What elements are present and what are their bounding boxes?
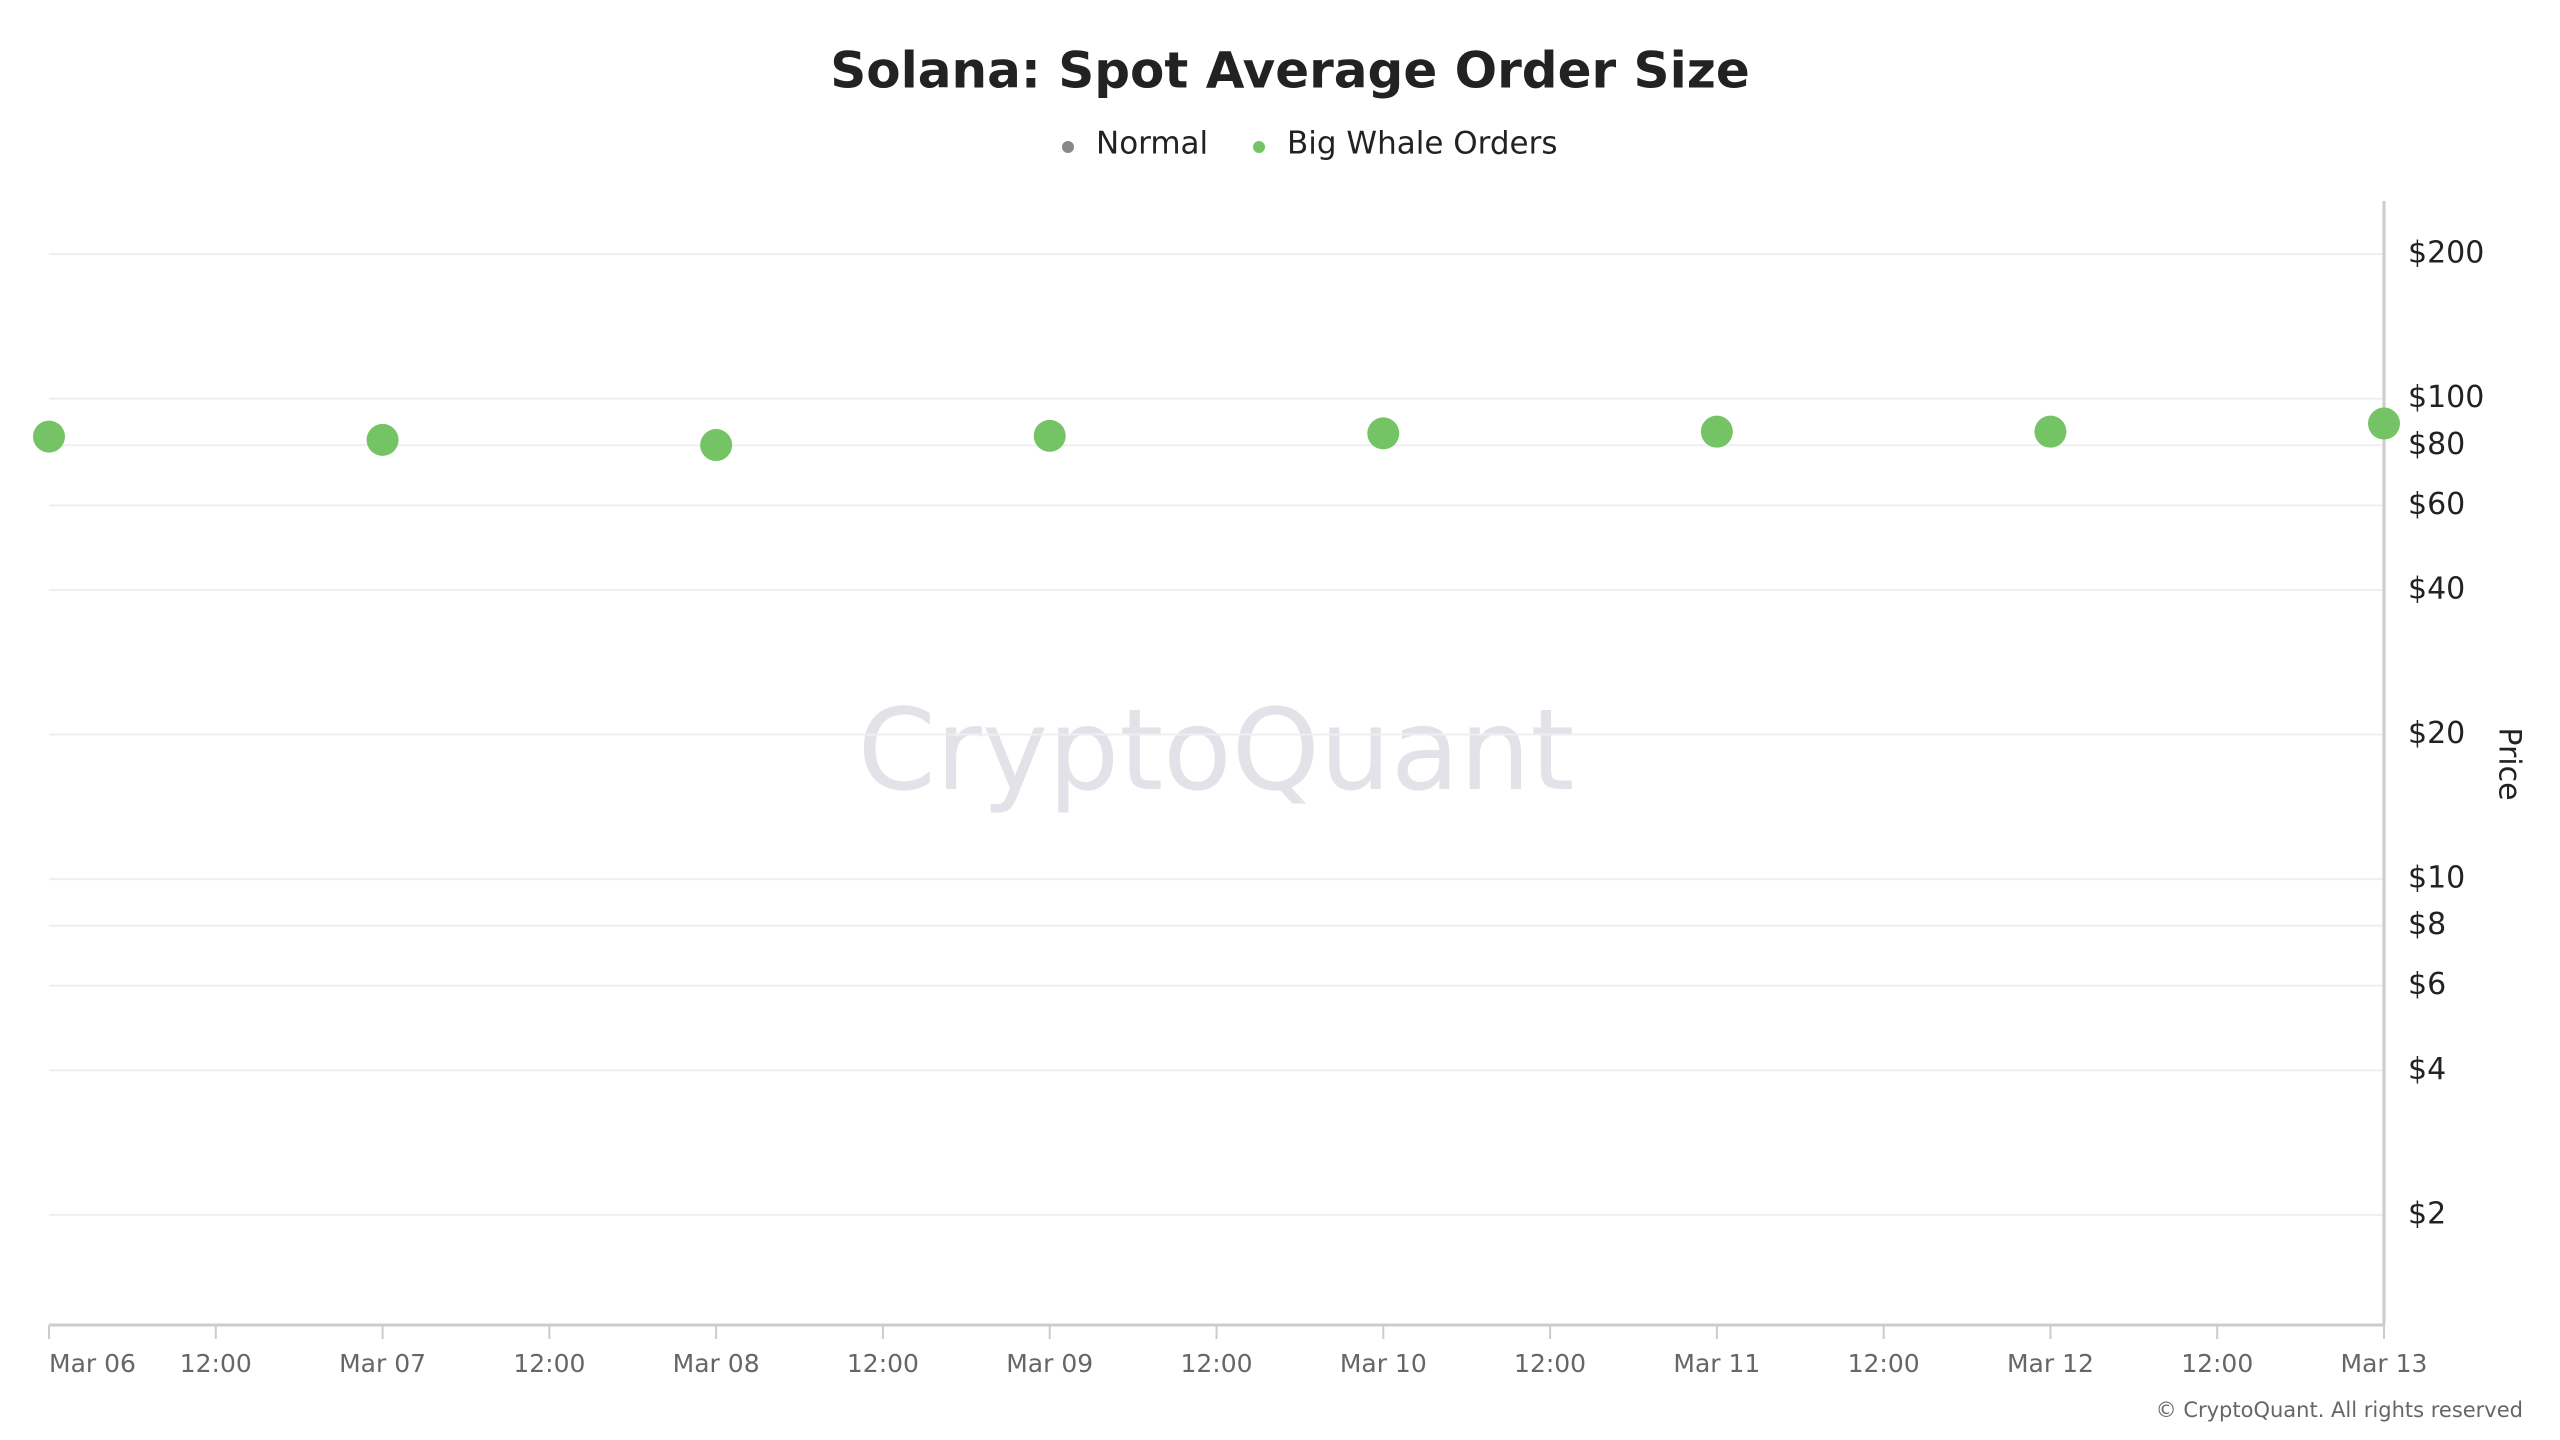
data-point xyxy=(700,429,733,462)
y-tick-label: $100 xyxy=(2408,380,2484,415)
x-tick-label: 12:00 xyxy=(1514,1349,1586,1378)
legend-label: Normal xyxy=(1096,126,1208,162)
y-axis-label: Price xyxy=(2492,727,2527,800)
legend-marker xyxy=(1253,141,1265,153)
x-tick-label: 12:00 xyxy=(1180,1349,1252,1378)
y-tick-label: $20 xyxy=(2408,716,2465,751)
x-tick-label: 12:00 xyxy=(1848,1349,1920,1378)
y-tick-label: $2 xyxy=(2408,1196,2446,1231)
copyright: © CryptoQuant. All rights reserved xyxy=(2156,1398,2523,1422)
x-tick-label: 12:00 xyxy=(2181,1349,2253,1378)
x-tick-label: Mar 08 xyxy=(673,1349,760,1378)
data-point xyxy=(1033,419,1066,452)
y-tick-label: $4 xyxy=(2408,1052,2446,1087)
x-tick-label: 12:00 xyxy=(180,1349,252,1378)
watermark: CryptoQuant xyxy=(858,686,1575,816)
y-tick-label: $40 xyxy=(2408,571,2465,606)
data-point xyxy=(1700,415,1733,448)
y-tick-label: $8 xyxy=(2408,907,2446,942)
data-point xyxy=(1367,417,1400,450)
x-tick-label: Mar 12 xyxy=(2007,1349,2094,1378)
data-point xyxy=(2368,407,2400,440)
x-tick-label: Mar 11 xyxy=(1673,1349,1760,1378)
legend-label: Big Whale Orders xyxy=(1287,126,1558,162)
x-tick-label: Mar 06 xyxy=(49,1349,136,1378)
data-point xyxy=(2034,415,2067,448)
chart-title: Solana: Spot Average Order Size xyxy=(830,42,1749,100)
y-tick-label: $80 xyxy=(2408,427,2465,462)
x-tick-label: 12:00 xyxy=(847,1349,919,1378)
x-tick-label: Mar 09 xyxy=(1006,1349,1093,1378)
x-tick-label: 12:00 xyxy=(513,1349,585,1378)
y-tick-label: $6 xyxy=(2408,967,2446,1002)
data-point xyxy=(33,420,65,453)
data-point xyxy=(366,423,399,456)
x-tick-label: Mar 13 xyxy=(2341,1349,2428,1378)
y-tick-label: $10 xyxy=(2408,861,2465,896)
y-tick-label: $200 xyxy=(2408,236,2484,271)
legend-marker xyxy=(1062,141,1074,153)
x-tick-label: Mar 10 xyxy=(1340,1349,1427,1378)
x-tick-label: Mar 07 xyxy=(339,1349,426,1378)
y-tick-label: $60 xyxy=(2408,487,2465,522)
